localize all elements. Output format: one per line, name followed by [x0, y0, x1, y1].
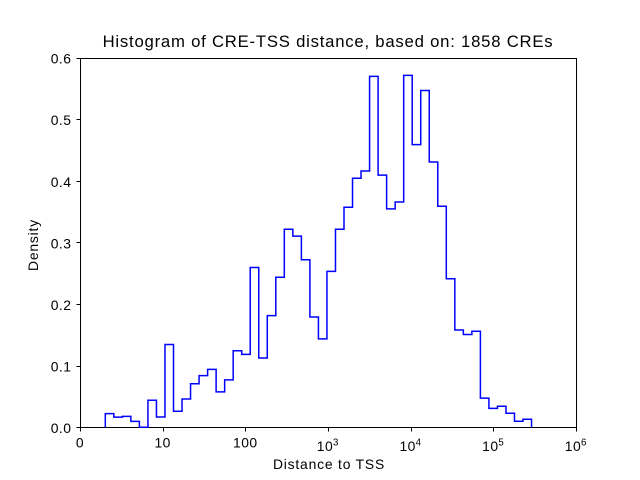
svg-text:10: 10	[482, 438, 498, 454]
svg-text:4: 4	[416, 438, 422, 449]
svg-text:0.0: 0.0	[51, 420, 72, 436]
svg-text:6: 6	[581, 438, 586, 449]
svg-text:0.4: 0.4	[51, 174, 72, 190]
svg-text:0.2: 0.2	[51, 297, 72, 313]
svg-text:0.5: 0.5	[51, 112, 72, 128]
svg-text:Distance to TSS: Distance to TSS	[273, 456, 385, 472]
svg-text:10: 10	[565, 438, 581, 454]
svg-text:0.6: 0.6	[51, 51, 72, 67]
svg-text:10: 10	[154, 434, 170, 450]
svg-text:Density: Density	[25, 219, 41, 271]
svg-text:3: 3	[333, 438, 338, 449]
svg-text:10: 10	[317, 438, 333, 454]
svg-text:10: 10	[399, 438, 415, 454]
svg-text:100: 100	[233, 434, 258, 450]
svg-text:5: 5	[498, 438, 503, 449]
svg-text:0.3: 0.3	[51, 235, 72, 251]
svg-text:0: 0	[76, 434, 84, 450]
svg-text:0.1: 0.1	[51, 359, 72, 375]
svg-text:Histogram of CRE-TSS distance,: Histogram of CRE-TSS distance, based on:…	[103, 32, 554, 51]
